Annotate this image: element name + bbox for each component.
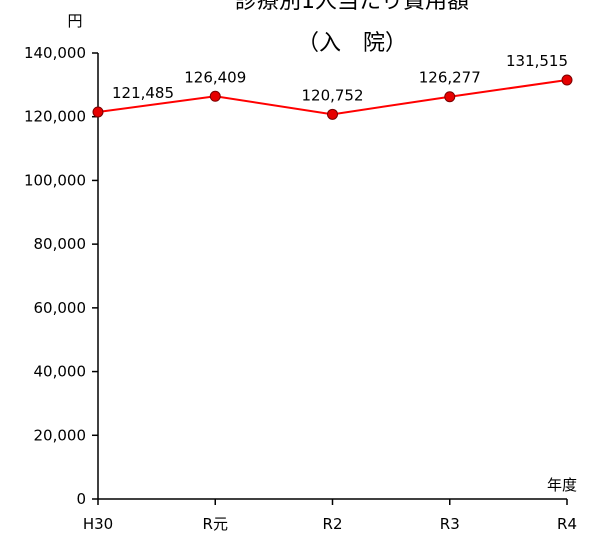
x-tick-label: R3 <box>440 515 460 533</box>
y-tick-label: 60,000 <box>34 299 87 317</box>
x-tick-label: R元 <box>203 515 228 533</box>
y-tick-label: 100,000 <box>24 171 86 189</box>
y-tick-label: 80,000 <box>34 235 87 253</box>
y-axis-ticks: 0 20,000 40,000 60,000 80,000 100,000 120,000 1… <box>24 44 98 508</box>
y-axis-unit-label: 円 <box>67 12 82 30</box>
data-label: 126,277 <box>419 69 481 87</box>
series-layer <box>92 74 573 120</box>
data-point <box>561 74 573 86</box>
x-tick-label: R2 <box>323 515 343 533</box>
x-tick-label: H30 <box>83 515 113 533</box>
x-axis-unit-label: 年度 <box>547 476 577 494</box>
axes <box>97 53 567 500</box>
data-labels-layer: 121,485 126,409 120,752 126,277 131,515 <box>112 52 568 104</box>
y-tick-label: 120,000 <box>24 108 86 126</box>
x-tick-label: R4 <box>557 515 577 533</box>
chart-title: 診療別1人当たり費用額 <box>235 0 469 14</box>
y-tick-label: 140,000 <box>24 44 86 62</box>
y-tick-label: 0 <box>76 490 86 508</box>
data-point <box>327 108 338 120</box>
x-axis-ticks: H30 R元 R2 R3 R4 <box>83 499 577 533</box>
data-point <box>444 91 456 103</box>
data-label: 121,485 <box>112 84 174 102</box>
y-tick-label: 40,000 <box>34 363 87 381</box>
data-point <box>209 90 221 102</box>
data-label: 120,752 <box>301 86 363 104</box>
chart-subtitle: （入 院） <box>297 31 407 56</box>
data-point <box>92 106 104 118</box>
data-label: 126,409 <box>184 68 246 86</box>
data-label: 131,515 <box>506 52 568 70</box>
y-tick-label: 20,000 <box>34 426 87 444</box>
